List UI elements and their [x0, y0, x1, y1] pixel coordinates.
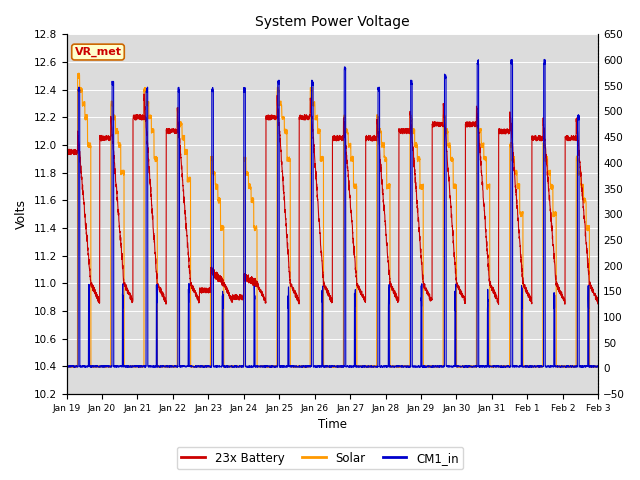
Legend: 23x Battery, Solar, CM1_in: 23x Battery, Solar, CM1_in	[177, 447, 463, 469]
Y-axis label: Volts: Volts	[15, 199, 28, 229]
Title: System Power Voltage: System Power Voltage	[255, 15, 410, 29]
X-axis label: Time: Time	[318, 419, 347, 432]
Text: VR_met: VR_met	[74, 47, 122, 57]
